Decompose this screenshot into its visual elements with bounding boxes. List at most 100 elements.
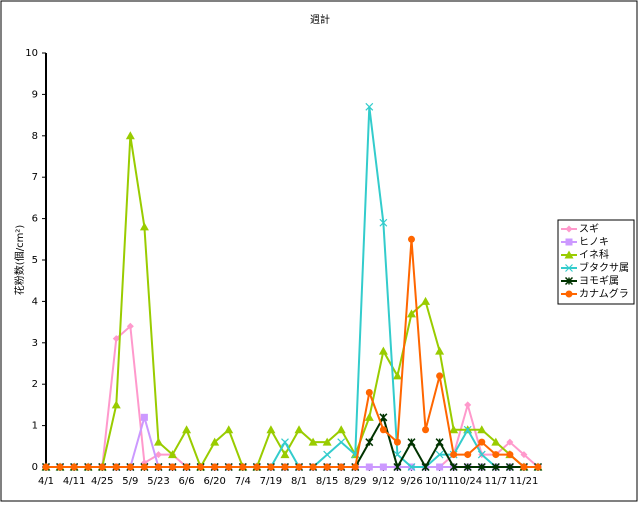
marker [125,131,135,140]
marker [392,371,402,380]
marker [323,450,332,459]
marker [435,450,444,459]
marker [42,463,50,471]
marker [111,400,121,409]
marker [564,250,574,259]
marker [280,450,290,459]
marker [210,437,220,446]
marker [421,462,430,472]
x-tick-label: 10/24 [453,476,482,487]
marker [126,463,134,471]
marker [56,463,64,471]
marker [239,463,247,471]
y-tick-label: 3 [32,338,38,349]
marker [565,238,573,246]
y-axis-label: 花粉数(個/cm²) [13,225,26,296]
marker [323,463,331,471]
marker [534,463,542,471]
marker [565,264,573,272]
marker [407,463,416,471]
marker [281,438,289,447]
y-tick-label: 5 [32,255,38,266]
marker [183,463,191,471]
marker [70,463,78,471]
marker [505,462,514,472]
marker [449,462,458,472]
x-tick-label: 9/26 [400,476,422,487]
series [42,235,542,471]
marker [565,290,573,298]
chart-title: 週計 [310,13,330,26]
marker [294,425,304,434]
y-tick-label: 4 [32,296,38,307]
marker [436,463,444,471]
x-tick-label: 10/11 [425,476,454,487]
y-tick-label: 0 [32,462,38,473]
marker [322,437,332,446]
marker [139,222,149,231]
marker [225,463,233,471]
marker [406,309,416,318]
marker [421,296,431,305]
marker [266,425,276,434]
marker [463,462,472,472]
marker [491,437,501,446]
marker [126,322,134,330]
marker [393,438,401,446]
marker [463,425,472,434]
x-tick-label: 4/25 [91,476,113,487]
legend-label: スギ [579,223,599,235]
marker [565,225,573,233]
marker [450,451,458,459]
marker [435,346,445,355]
marker [154,451,162,459]
x-tick-label: 4/11 [63,476,85,487]
marker [393,462,402,472]
marker [379,463,387,471]
marker [140,463,148,471]
marker [564,276,574,286]
x-tick-label: 8/15 [316,476,338,487]
marker [379,413,388,422]
marker [478,438,486,446]
marker [337,463,345,471]
marker [154,463,162,471]
legend-label: ブタクサ属 [579,261,629,274]
marker [365,102,374,111]
y-tick-label: 9 [32,89,38,100]
x-tick-label: 6/20 [203,476,225,487]
marker [477,450,486,459]
x-tick-label: 9/12 [372,476,394,487]
marker [153,437,163,446]
marker [84,463,92,471]
marker [182,425,192,434]
x-tick-label: 4/1 [38,476,54,487]
marker [364,412,374,421]
x-tick-label: 7/19 [260,476,282,487]
marker [281,463,289,471]
y-tick-label: 2 [32,379,38,390]
marker [449,425,459,434]
marker [365,388,373,396]
marker [112,335,120,343]
marker [253,463,261,471]
marker [309,463,317,471]
y-tick-label: 10 [25,48,38,59]
legend-label: ヨモギ属 [579,275,619,287]
marker [477,425,487,434]
marker [506,438,514,446]
marker [351,463,359,471]
marker [267,463,275,471]
marker [337,438,346,447]
marker [436,372,444,380]
marker [506,451,514,459]
y-tick-label: 6 [32,214,38,225]
marker [336,425,346,434]
y-tick-label: 8 [32,131,38,142]
y-tick-label: 1 [32,421,38,432]
chart-frame [0,0,638,502]
x-tick-label: 5/9 [122,476,138,487]
marker [422,426,430,434]
marker [464,451,472,459]
